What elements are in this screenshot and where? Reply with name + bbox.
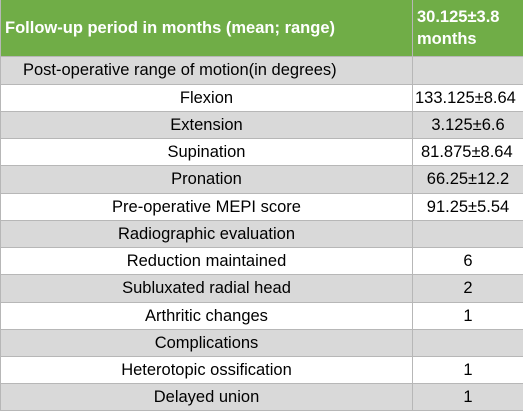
row-label: Heterotopic ossification [121, 360, 292, 379]
row-label: Post-operative range of motion(in degree… [23, 61, 337, 79]
table-row: Delayed union 1 [0, 384, 523, 411]
row-label: Arthritic changes [145, 306, 268, 325]
row-label: Reduction maintained [126, 251, 287, 270]
row-value: 133.125±8.64 [415, 88, 516, 107]
row-value: 81.875±8.64 [421, 142, 513, 161]
table-row: Complications [0, 330, 523, 357]
row-label: Pre-operative MEPI score [112, 197, 301, 216]
table-row: Extension 3.125±6.6 [0, 112, 523, 139]
row-value: 66.25±12.2 [426, 170, 510, 188]
row-value: 1 [463, 360, 473, 379]
row-value: 2 [463, 279, 473, 297]
table-row: Radiographic evaluation [0, 221, 523, 248]
table-row: Heterotopic ossification 1 [0, 357, 523, 384]
row-value: 6 [463, 251, 473, 270]
header-value-cell: 30.125±3.8 months [413, 0, 523, 57]
row-label: Pronation [171, 170, 242, 188]
header-value: 30.125±3.8 months [417, 8, 500, 48]
table-row: Flexion 133.125±8.64 [0, 85, 523, 112]
row-value: 3.125±6.6 [431, 115, 505, 134]
row-value: 1 [463, 306, 473, 325]
row-value: 91.25±5.54 [426, 197, 510, 216]
row-label: Radiographic evaluation [117, 224, 296, 243]
row-label: Supination [167, 142, 246, 161]
row-label: Extension [170, 115, 243, 134]
row-label: Subluxated radial head [122, 279, 291, 297]
row-label: Complications [154, 333, 259, 352]
row-label: Flexion [179, 88, 234, 107]
table-row: Reduction maintained 6 [0, 248, 523, 275]
header-label-cell: Follow-up period in months (mean; range) [0, 0, 413, 57]
table-row: Arthritic changes 1 [0, 303, 523, 330]
table-row: Subluxated radial head 2 [0, 275, 523, 303]
table-row: Post-operative range of motion(in degree… [0, 57, 523, 85]
row-label: Delayed union [153, 387, 260, 406]
table-row: Supination 81.875±8.64 [0, 139, 523, 166]
row-value: 1 [463, 387, 473, 406]
table-header-row: Follow-up period in months (mean; range)… [0, 0, 523, 57]
table-row: Pre-operative MEPI score 91.25±5.54 [0, 194, 523, 221]
header-label: Follow-up period in months (mean; range) [5, 18, 335, 37]
table-row: Pronation 66.25±12.2 [0, 166, 523, 194]
